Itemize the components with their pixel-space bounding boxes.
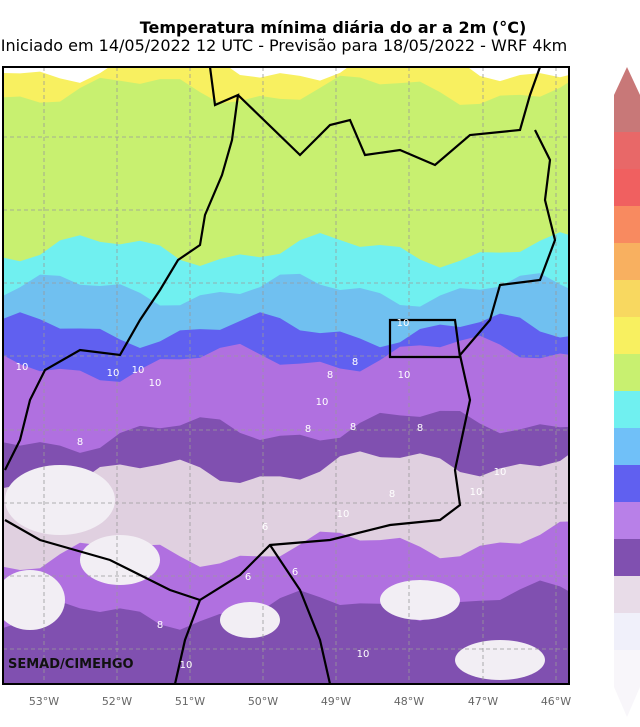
state-border [4, 67, 240, 471]
state-border [269, 544, 332, 684]
colorbar-cell [614, 539, 640, 576]
colorbar-cell [614, 391, 640, 428]
longitude-label: 50°W [248, 695, 278, 708]
map-frame [2, 66, 570, 685]
cool-patch [5, 465, 115, 535]
longitude-label: 48°W [394, 695, 424, 708]
contour-label: 8 [350, 422, 356, 433]
contour-label: 8 [417, 423, 423, 434]
contour-label: 10 [357, 649, 370, 660]
state-border [237, 67, 542, 167]
contour-label: 10 [397, 318, 410, 329]
contour-label: 10 [316, 397, 329, 408]
contour-label: 8 [77, 437, 83, 448]
contour-label: 8 [327, 370, 333, 381]
colorbar [614, 67, 640, 717]
contour-label: 10 [132, 365, 145, 376]
credit: SEMAD/CIMEHGO [8, 657, 134, 672]
colorbar-cell [614, 354, 640, 391]
temperature-band [3, 580, 569, 684]
cool-patch [455, 640, 545, 680]
longitude-label: 46°W [541, 695, 571, 708]
colorbar-cell [614, 576, 640, 613]
longitude-label: 49°W [321, 695, 351, 708]
contour-label: 10 [16, 362, 29, 373]
state-border [4, 519, 201, 602]
contour-label: 6 [245, 572, 251, 583]
subtitle: Iniciado em 14/05/2022 12 UTC - Previsão… [1, 36, 568, 55]
cool-patch [3, 570, 65, 630]
map: 10 10 10 10 10 10 10 8 8 8 10 10 8 8 6 6 8 10 8 6 10 10 8 [3, 67, 569, 684]
contour-label: 8 [305, 424, 311, 435]
colorbar-cell [614, 428, 640, 465]
colorbar-cell [614, 280, 640, 317]
cool-patch [220, 602, 280, 638]
longitude-label: 53°W [29, 695, 59, 708]
contour-label: 10 [398, 370, 411, 381]
longitude-label: 52°W [102, 695, 132, 708]
cool-patch [380, 580, 460, 620]
colorbar-cell [614, 502, 640, 539]
longitude-label: 51°W [175, 695, 205, 708]
contour-label: 8 [352, 357, 358, 368]
colorbar-cell [614, 650, 640, 687]
colorbar-cell [614, 613, 640, 650]
contour-label: 6 [262, 522, 268, 533]
colorbar-cell [614, 465, 640, 502]
colorbar-cell [614, 317, 640, 354]
contour-label: 8 [157, 620, 163, 631]
contour-label: 6 [292, 567, 298, 578]
colorbar-cell [614, 95, 640, 132]
contour-label: 10 [337, 509, 350, 520]
colorbar-arrow [614, 687, 640, 717]
colorbar-cell [614, 169, 640, 206]
contour-label: 10 [494, 467, 507, 478]
contour-label: 10 [470, 487, 483, 498]
contour-label: 10 [149, 378, 162, 389]
longitude-label: 47°W [468, 695, 498, 708]
state-border [173, 129, 557, 684]
contour-label: 10 [107, 368, 120, 379]
contour-label: 8 [389, 489, 395, 500]
title: Temperatura mínima diária do ar a 2m (°C… [140, 18, 527, 37]
state-border [388, 318, 462, 359]
colorbar-cell [614, 132, 640, 169]
colorbar-arrow [614, 67, 640, 95]
colorbar-cell [614, 206, 640, 243]
cool-patch [80, 535, 160, 585]
contour-label: 10 [180, 660, 193, 671]
colorbar-cell [614, 243, 640, 280]
